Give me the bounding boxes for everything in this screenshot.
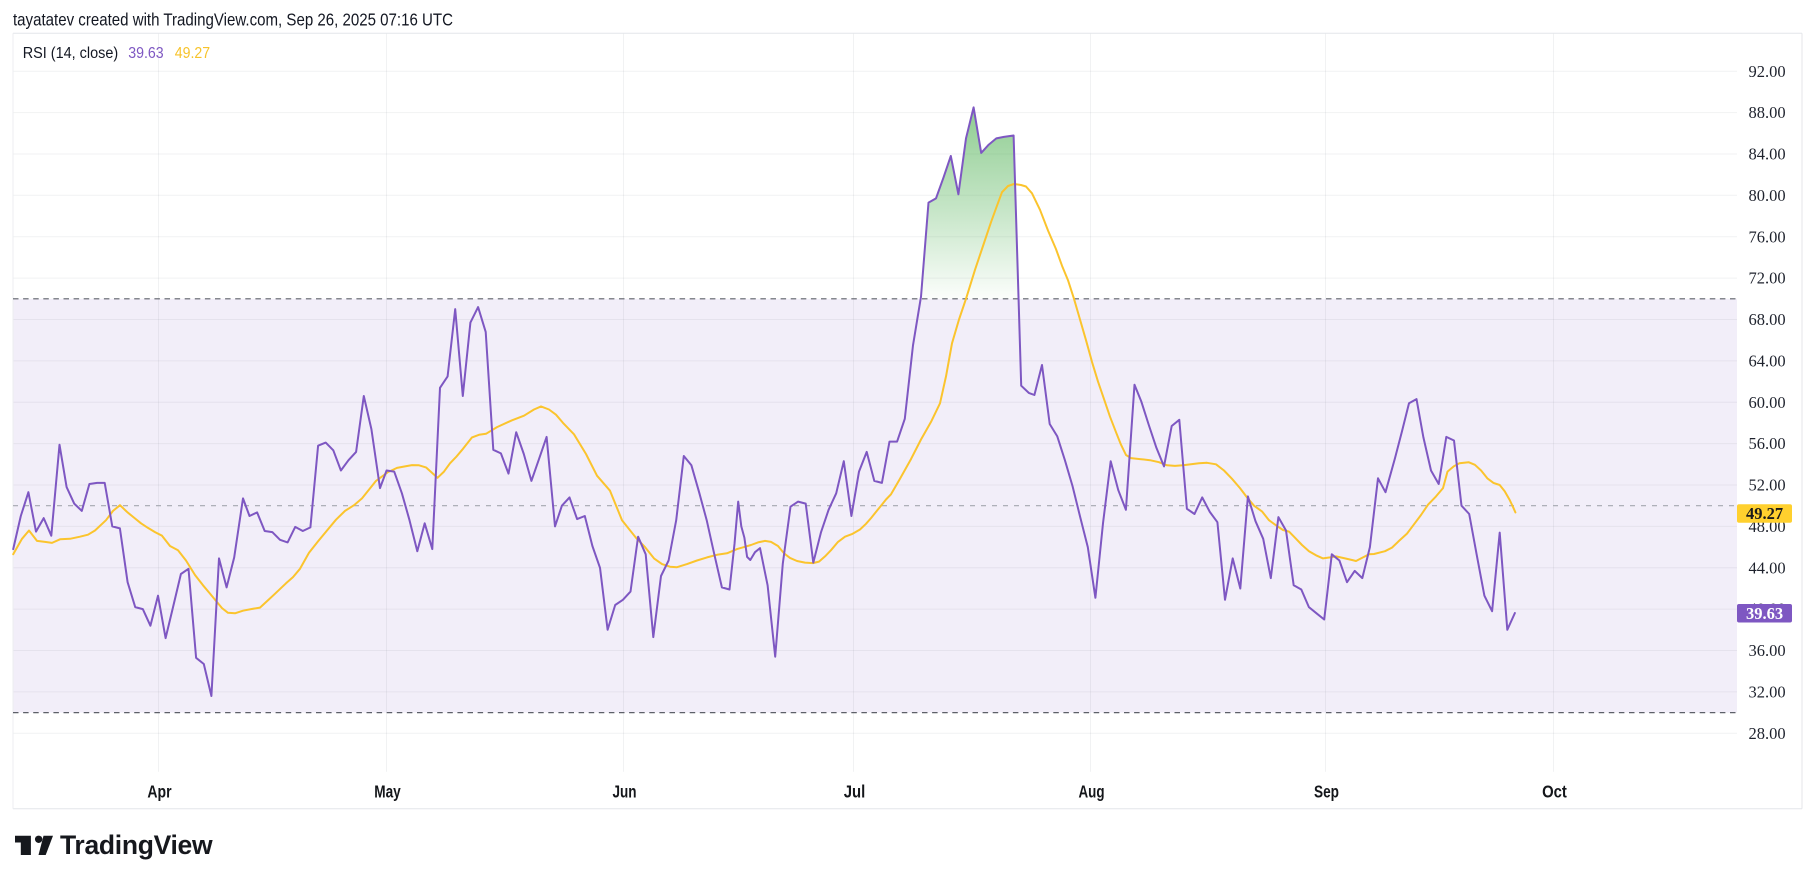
svg-text:52.00: 52.00 (1749, 476, 1786, 495)
svg-text:84.00: 84.00 (1749, 145, 1786, 164)
svg-text:tayatatev created with Trading: tayatatev created with TradingView.com, … (13, 9, 453, 29)
svg-text:May: May (374, 782, 401, 802)
svg-text:64.00: 64.00 (1749, 352, 1786, 371)
svg-text:68.00: 68.00 (1749, 310, 1786, 329)
svg-text:76.00: 76.00 (1749, 227, 1786, 246)
svg-text:72.00: 72.00 (1749, 269, 1786, 288)
svg-text:TradingView: TradingView (60, 830, 213, 860)
svg-text:88.00: 88.00 (1749, 103, 1786, 122)
svg-text:28.00: 28.00 (1749, 724, 1786, 743)
svg-text:49.27: 49.27 (175, 45, 210, 62)
svg-text:39.63: 39.63 (1746, 604, 1783, 623)
svg-text:36.00: 36.00 (1749, 641, 1786, 660)
svg-text:49.27: 49.27 (1746, 504, 1783, 523)
svg-text:RSI (14, close): RSI (14, close) (23, 45, 119, 62)
svg-text:Apr: Apr (147, 782, 171, 802)
svg-text:Aug: Aug (1079, 782, 1105, 802)
svg-text:Jun: Jun (613, 782, 637, 802)
svg-text:Sep: Sep (1314, 782, 1339, 802)
svg-text:Jul: Jul (844, 782, 866, 802)
svg-text:80.00: 80.00 (1749, 186, 1786, 205)
svg-text:32.00: 32.00 (1749, 683, 1786, 702)
svg-text:Oct: Oct (1542, 782, 1567, 802)
svg-text:92.00: 92.00 (1749, 62, 1786, 81)
svg-text:60.00: 60.00 (1749, 393, 1786, 412)
svg-text:44.00: 44.00 (1749, 558, 1786, 577)
svg-text:39.63: 39.63 (128, 45, 164, 62)
svg-text:56.00: 56.00 (1749, 434, 1786, 453)
